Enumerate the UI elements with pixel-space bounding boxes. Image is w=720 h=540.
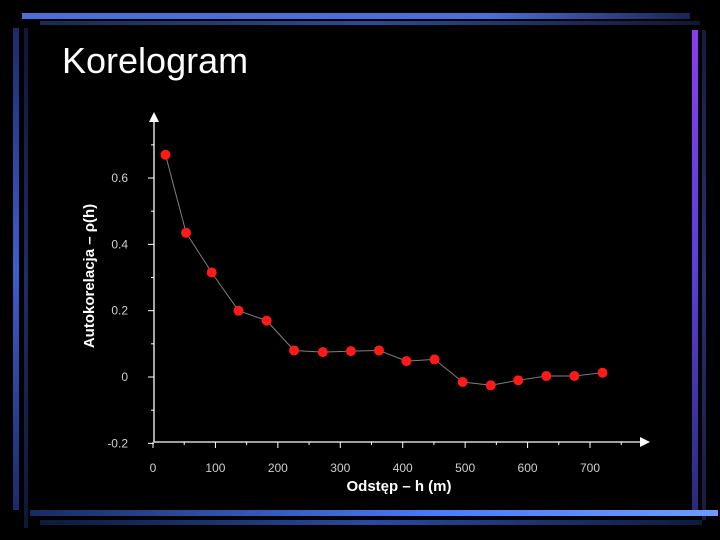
slide-title: Korelogram xyxy=(62,40,249,81)
x-axis-arrow xyxy=(640,437,650,447)
y-tick-label: 0.6 xyxy=(111,171,128,185)
chart-axes xyxy=(149,112,650,447)
chart-series xyxy=(160,149,608,391)
decorative-bar-left-inner xyxy=(24,28,28,528)
data-point xyxy=(485,380,496,391)
data-point xyxy=(261,315,272,326)
data-point xyxy=(160,149,171,160)
decorative-bar-bottom-inner xyxy=(40,520,702,525)
x-tick-label: 300 xyxy=(330,461,350,475)
decorative-bar-left xyxy=(13,28,19,510)
data-point xyxy=(457,376,468,387)
y-tick-label: 0.2 xyxy=(111,304,128,318)
x-tick-label: 0 xyxy=(150,461,157,475)
decorative-bar-bottom xyxy=(30,510,718,516)
data-point xyxy=(317,347,328,358)
decorative-bar-right xyxy=(692,30,698,510)
y-axis-title: Autokorelacja – ρ(h) xyxy=(81,204,98,348)
y-tick-label: 0 xyxy=(121,370,128,384)
x-tick-label: 600 xyxy=(518,461,538,475)
x-tick-label: 500 xyxy=(455,461,475,475)
decorative-bar-top xyxy=(22,13,690,19)
x-tick-label: 200 xyxy=(268,461,288,475)
data-point xyxy=(429,354,440,365)
chart-ticks: -0.2 0 0.2 0.4 0.6 0 100 200 300 400 500 600 700 xyxy=(107,144,622,475)
data-point xyxy=(513,375,524,386)
data-point xyxy=(597,367,608,378)
data-point xyxy=(401,356,412,367)
data-point xyxy=(289,345,300,356)
y-tick-label: 0.4 xyxy=(111,237,128,251)
series-line xyxy=(165,154,603,386)
data-point xyxy=(373,345,384,356)
data-point xyxy=(181,227,192,238)
data-point xyxy=(541,371,552,382)
data-point xyxy=(233,305,244,316)
x-axis-title: Odstęp – h (m) xyxy=(346,478,451,495)
x-tick-label: 400 xyxy=(393,461,413,475)
data-point xyxy=(345,346,356,357)
decorative-bar-right-inner xyxy=(702,30,706,520)
data-point xyxy=(206,267,217,278)
y-tick-label: -0.2 xyxy=(107,436,128,450)
decorative-bar-top-inner xyxy=(40,21,700,25)
x-tick-label: 100 xyxy=(205,461,225,475)
x-tick-label: 700 xyxy=(580,461,600,475)
data-point xyxy=(569,371,580,382)
y-axis-arrow xyxy=(149,112,159,122)
